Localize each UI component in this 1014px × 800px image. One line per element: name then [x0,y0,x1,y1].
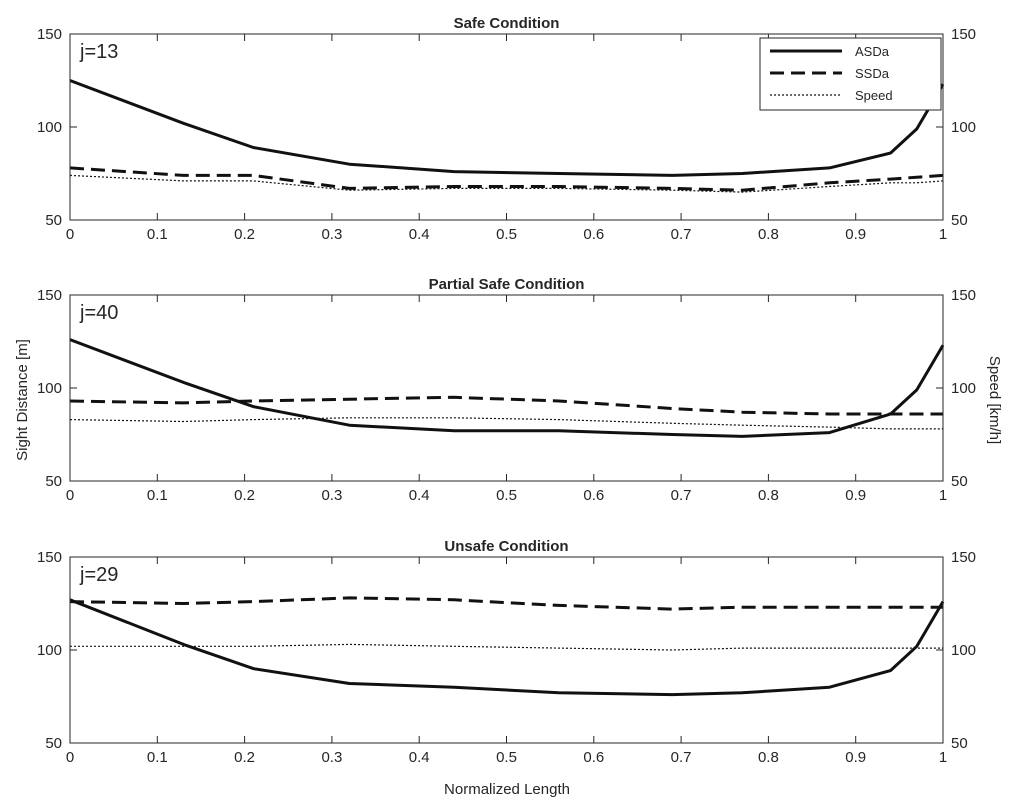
legend-label-asda: ASDa [855,44,890,59]
y-tick-label: 150 [37,287,62,304]
x-tick-label: 1 [939,749,947,766]
y-tick-label: 50 [45,212,62,229]
y2-tick-label: 50 [951,735,968,752]
x-tick-label: 0.4 [409,749,430,766]
x-tick-label: 1 [939,226,947,243]
panel-annotation: j=40 [79,302,118,324]
panel-annotation: j=13 [79,41,118,63]
y-tick-label: 100 [37,119,62,136]
series-line-asda [69,338,945,438]
y-tick-label: 100 [37,380,62,397]
right-y-axis-label: Speed [km/h] [986,356,1003,444]
x-tick-label: 0.1 [147,487,168,504]
x-tick-label: 0.1 [147,226,168,243]
panel-2: 0 0.1 0.2 0.3 0.4 0.5 0.6 0.7 0.8 0.9 150100150501… [37,276,976,504]
x-tick-label: 1 [939,487,947,504]
legend-box [759,37,942,111]
y2-tick-label: 150 [951,26,976,43]
x-tick-label: 0 [66,487,74,504]
x-tick-label: 0.4 [409,226,430,243]
series-line-asda [69,79,945,177]
legend: ASDa SSDa Speed [759,37,942,111]
x-tick-label: 0.8 [758,749,779,766]
series-line-speed [69,174,944,193]
x-tick-label: 0.7 [671,749,692,766]
y2-tick-label: 100 [951,642,976,659]
y2-tick-label: 150 [951,549,976,566]
panel-title: Unsafe Condition [444,538,568,555]
panel-annotation: j=29 [79,564,118,586]
x-axis-label: Normalized Length [444,781,570,798]
x-tick-label: 0.2 [234,226,255,243]
y2-tick-label: 150 [951,287,976,304]
x-tick-label: 0.9 [845,749,866,766]
x-tick-label: 0.6 [583,226,604,243]
x-tick-label: 0.5 [496,487,517,504]
series-line-asda [69,598,945,697]
x-tick-label: 0 [66,226,74,243]
x-tick-label: 0.8 [758,487,779,504]
y-tick-label: 50 [45,473,62,490]
series-line-speed [69,417,943,430]
series-line-speed [70,643,943,651]
x-tick-label: 0.5 [496,226,517,243]
x-tick-label: 0.2 [234,487,255,504]
y2-tick-label: 50 [951,212,968,229]
x-tick-label: 0.2 [234,749,255,766]
x-tick-label: 0.9 [845,487,866,504]
panel-title: Safe Condition [454,15,560,32]
x-tick-label: 0.6 [583,749,604,766]
legend-label-speed: Speed [855,88,893,103]
y2-tick-label: 50 [951,473,968,490]
y-tick-label: 100 [37,642,62,659]
series-line-ssda [69,596,943,611]
panel-title: Partial Safe Condition [429,276,585,293]
y2-tick-label: 100 [951,119,976,136]
panel-3: 0 0.1 0.2 0.3 0.4 0.5 0.6 0.7 0.8 0.9 150100150501… [37,538,976,766]
x-tick-label: 0.7 [671,487,692,504]
x-tick-label: 0.5 [496,749,517,766]
x-tick-label: 0.1 [147,749,168,766]
x-tick-label: 0 [66,749,74,766]
x-tick-label: 0.3 [321,749,342,766]
x-tick-label: 0.4 [409,487,430,504]
x-tick-label: 0.3 [321,487,342,504]
x-tick-label: 0.3 [321,226,342,243]
panel-1: 0 0.1 0.2 0.3 0.4 0.5 0.6 0.7 0.8 0.9 150100150501… [37,15,976,243]
x-tick-label: 0.9 [845,226,866,243]
x-tick-label: 0.7 [671,226,692,243]
y-tick-label: 150 [37,549,62,566]
x-tick-label: 0.8 [758,226,779,243]
legend-label-ssda: SSDa [855,66,890,81]
y2-tick-label: 100 [951,380,976,397]
x-tick-label: 0.6 [583,487,604,504]
left-y-axis-label: Sight Distance [m] [14,339,31,461]
series-line-ssda [69,395,943,416]
y-tick-label: 150 [37,26,62,43]
y-tick-label: 50 [45,735,62,752]
series-line-ssda [69,166,944,192]
